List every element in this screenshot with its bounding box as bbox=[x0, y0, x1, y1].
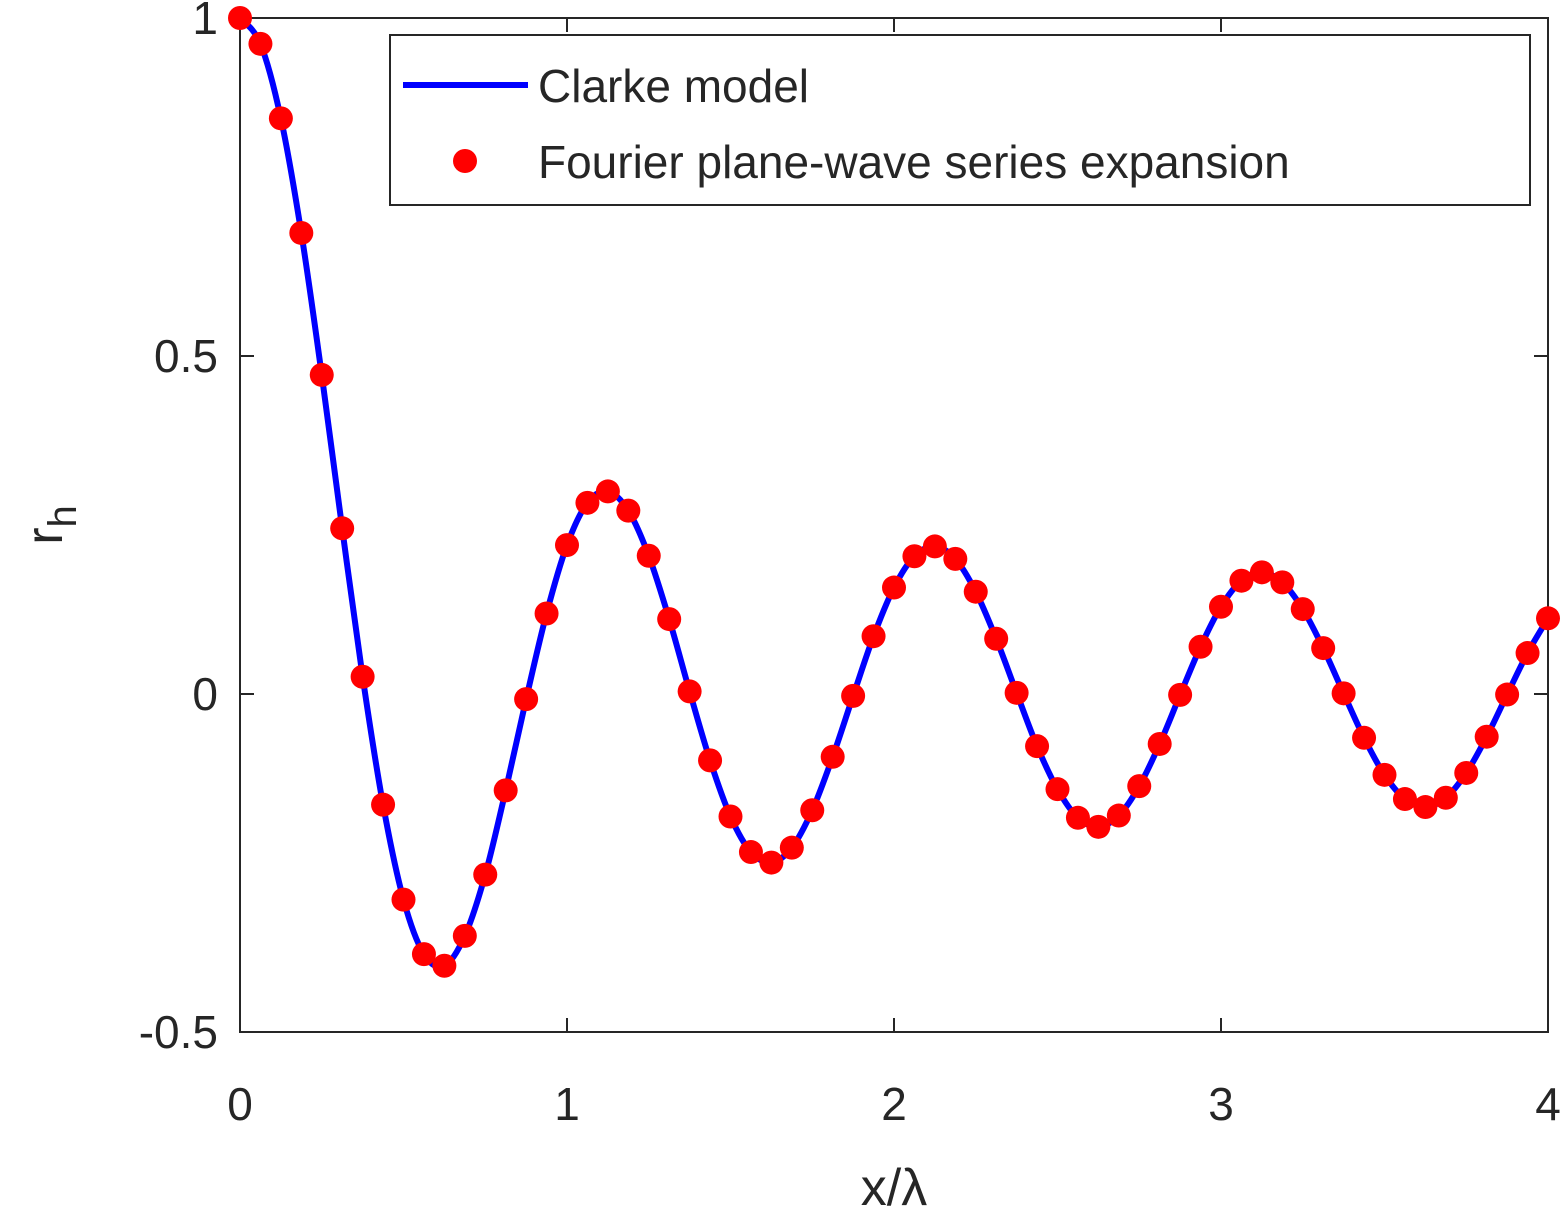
data-point bbox=[636, 543, 661, 568]
data-point bbox=[268, 106, 293, 131]
x-tick-label: 2 bbox=[881, 1078, 907, 1130]
legend-box bbox=[389, 34, 1531, 206]
data-point bbox=[330, 516, 355, 541]
data-point bbox=[391, 887, 416, 912]
data-point bbox=[350, 664, 375, 689]
data-point bbox=[514, 687, 539, 712]
data-point bbox=[861, 624, 886, 649]
data-point bbox=[534, 601, 559, 626]
data-point bbox=[1474, 724, 1499, 749]
legend-label: Fourier plane-wave series expansion bbox=[538, 136, 1290, 188]
x-tick-label: 1 bbox=[554, 1078, 580, 1130]
legend: Clarke model Fourier plane-wave series ex… bbox=[389, 34, 1531, 206]
data-point bbox=[759, 850, 784, 875]
data-point bbox=[1433, 785, 1458, 810]
data-point bbox=[1045, 777, 1070, 802]
y-tick-label: 0 bbox=[192, 668, 218, 720]
x-tick-label: 4 bbox=[1535, 1078, 1561, 1130]
y-axis-label-subscript: h bbox=[41, 505, 85, 527]
data-point bbox=[1454, 760, 1479, 785]
data-point bbox=[1209, 594, 1233, 619]
data-point bbox=[595, 479, 620, 504]
data-point bbox=[473, 862, 498, 887]
y-tick-label: 1 bbox=[192, 0, 218, 44]
data-point bbox=[1249, 560, 1274, 585]
data-point bbox=[820, 744, 845, 769]
data-point bbox=[657, 607, 682, 632]
x-tick-label: 3 bbox=[1208, 1078, 1234, 1130]
y-tick-label: 0.5 bbox=[154, 330, 218, 382]
data-point bbox=[452, 923, 477, 948]
data-point bbox=[779, 835, 804, 860]
y-axis-label-base: r bbox=[16, 527, 74, 544]
data-point bbox=[228, 6, 252, 30]
data-point bbox=[882, 575, 906, 600]
data-point bbox=[1188, 634, 1213, 659]
data-point bbox=[1392, 787, 1417, 812]
data-point bbox=[1311, 636, 1336, 661]
legend-swatch bbox=[453, 149, 477, 173]
data-point bbox=[922, 534, 947, 559]
data-point bbox=[1536, 606, 1560, 631]
data-point bbox=[1331, 681, 1356, 706]
data-point bbox=[1147, 731, 1172, 756]
data-point bbox=[248, 31, 273, 56]
data-point bbox=[1515, 641, 1540, 666]
data-point bbox=[1229, 568, 1254, 593]
data-point bbox=[1352, 725, 1377, 750]
data-point bbox=[1290, 597, 1315, 622]
data-point bbox=[309, 362, 334, 387]
data-point bbox=[1065, 805, 1090, 830]
data-point bbox=[1025, 734, 1050, 759]
data-point bbox=[1413, 795, 1438, 820]
data-point bbox=[575, 490, 600, 515]
data-point bbox=[718, 804, 743, 829]
data-point bbox=[1372, 762, 1397, 787]
x-tick-label: 0 bbox=[227, 1078, 253, 1130]
data-point bbox=[411, 942, 436, 967]
data-point bbox=[738, 840, 763, 865]
plot-area: 0 1 2 3 4-0.500.51 bbox=[139, 0, 1561, 1130]
data-point bbox=[1106, 803, 1131, 828]
data-point bbox=[800, 798, 825, 823]
data-point bbox=[1495, 682, 1520, 707]
data-point bbox=[493, 778, 518, 803]
data-point bbox=[984, 626, 1009, 651]
data-point bbox=[841, 683, 866, 708]
data-point bbox=[902, 544, 927, 569]
data-point bbox=[1004, 680, 1029, 705]
data-point bbox=[1168, 682, 1193, 707]
legend-label: Clarke model bbox=[538, 60, 809, 112]
data-point bbox=[698, 748, 723, 773]
data-point bbox=[555, 533, 579, 558]
x-axis-label: x/λ bbox=[861, 1159, 927, 1217]
data-point bbox=[1086, 814, 1111, 839]
data-point bbox=[943, 546, 968, 571]
data-point bbox=[616, 498, 641, 523]
data-point bbox=[371, 792, 396, 817]
data-point bbox=[1270, 570, 1295, 595]
data-point bbox=[963, 579, 988, 604]
data-point bbox=[432, 953, 457, 978]
y-axis-label: rh bbox=[16, 505, 85, 545]
y-tick-label: -0.5 bbox=[139, 1006, 218, 1058]
data-point bbox=[289, 220, 314, 245]
data-point bbox=[677, 679, 702, 704]
data-point bbox=[1127, 774, 1152, 799]
